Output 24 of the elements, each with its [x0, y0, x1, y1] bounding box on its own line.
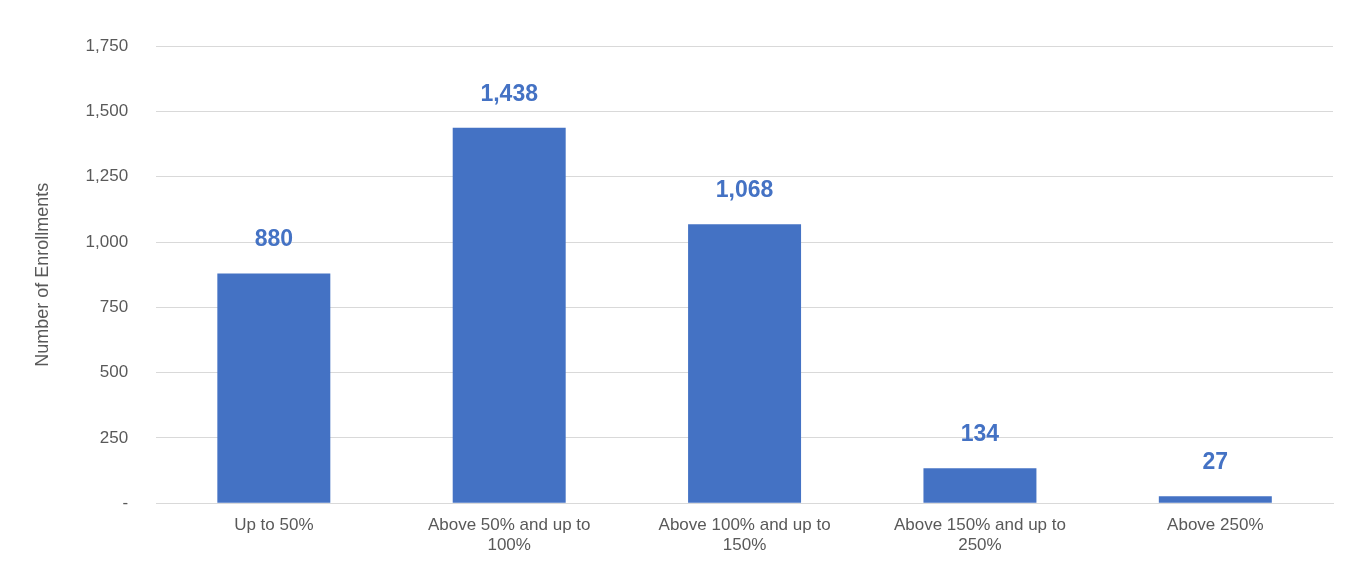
- y-tick-label: 1,750: [85, 35, 129, 55]
- x-tick-label: Above 50% and up to 100%: [427, 515, 591, 555]
- x-tick-label: Above 250%: [1167, 515, 1264, 535]
- y-tick-label: -: [122, 492, 129, 512]
- data-label: 1,068: [715, 176, 774, 203]
- y-axis-title: Number of Enrollments: [31, 182, 52, 367]
- data-label: 27: [1202, 447, 1229, 474]
- y-tick-label: 1,500: [85, 101, 129, 121]
- bar: [923, 468, 1037, 503]
- bar: [1158, 496, 1272, 503]
- y-tick-label: 500: [99, 362, 129, 382]
- data-label: 1,438: [480, 79, 539, 106]
- x-tick-label: Above 150% and up to 250%: [893, 515, 1066, 555]
- y-tick-label: 250: [99, 427, 129, 447]
- data-label: 134: [960, 420, 1000, 447]
- y-tick-label: 750: [99, 297, 129, 317]
- x-tick-label: Up to 50%: [234, 515, 314, 535]
- x-tick-label: Above 100% and up to 150%: [658, 515, 831, 555]
- bar: [688, 224, 802, 503]
- y-tick-label: 1,250: [85, 166, 129, 186]
- data-label: 880: [254, 225, 294, 252]
- y-tick-label: 1,000: [85, 231, 129, 251]
- bar: [452, 127, 566, 503]
- bar: [217, 273, 331, 503]
